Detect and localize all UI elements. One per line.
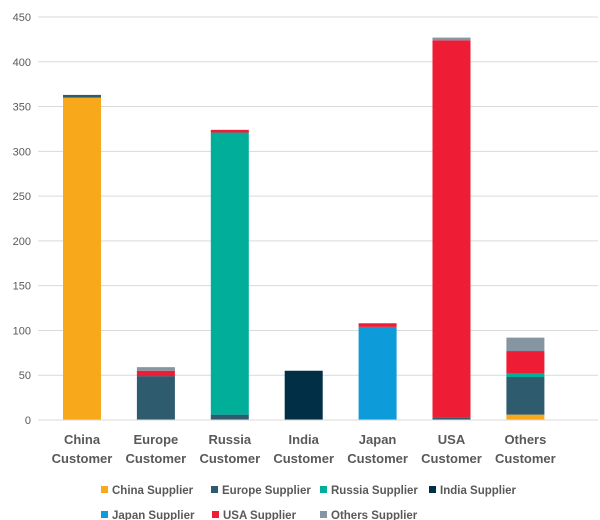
y-tick-label: 50 (19, 370, 31, 382)
x-tick-label: Customer (495, 451, 556, 466)
legend-label: Japan Supplier (112, 510, 195, 520)
bar-segment (506, 351, 545, 374)
bar-segment (358, 326, 397, 420)
y-tick-label: 400 (13, 57, 31, 69)
legend-label: India Supplier (440, 485, 517, 497)
legend-item: India Supplier (429, 485, 517, 497)
legend-label: China Supplier (112, 485, 194, 497)
bar-segment (506, 373, 545, 378)
bar-segment (136, 370, 175, 377)
legend-item: Europe Supplier (211, 485, 311, 497)
y-tick-label: 250 (13, 191, 31, 203)
y-tick-label: 300 (13, 146, 31, 158)
bar-segment (63, 97, 101, 420)
y-tick-label: 200 (13, 236, 31, 248)
legend-label: Europe Supplier (222, 485, 311, 497)
bar-segment (284, 370, 323, 420)
x-tick-label: Customer (347, 451, 408, 466)
legend-swatch (101, 511, 108, 518)
y-tick-label: 150 (13, 281, 31, 293)
legend-label: Others Supplier (331, 510, 418, 520)
x-tick-label: Customer (421, 451, 482, 466)
legend-item: Others Supplier (320, 510, 418, 520)
x-tick-label: India (289, 432, 320, 447)
bar-segment (432, 37, 471, 41)
y-tick-label: 350 (13, 102, 31, 114)
x-tick-label: Customer (199, 451, 260, 466)
y-tick-label: 100 (13, 325, 31, 337)
legend-swatch (101, 486, 108, 493)
bar-segment (210, 132, 249, 415)
legend-item: USA Supplier (212, 510, 297, 520)
x-tick-label: Customer (273, 451, 334, 466)
bar-segment (136, 367, 175, 371)
legend-swatch (320, 511, 327, 518)
x-tick-label: Others (504, 432, 546, 447)
y-tick-label: 0 (25, 415, 31, 427)
bar-segment (432, 417, 471, 420)
y-tick-label: 450 (13, 12, 31, 24)
legend-label: Russia Supplier (331, 485, 418, 497)
legend-swatch (320, 486, 327, 493)
legend-item: China Supplier (101, 485, 194, 497)
legend-swatch (212, 511, 219, 518)
x-tick-label: USA (438, 432, 466, 447)
x-axis: China Customer Europe Customer Russia Custome… (52, 432, 556, 466)
legend-swatch (211, 486, 218, 493)
x-tick-label: Russia (208, 432, 251, 447)
y-axis: 0 50 100 150 200 250 300 350 400 450 (13, 12, 31, 427)
x-tick-label: Europe (134, 432, 179, 447)
legend: China Supplier Europe Supplier Russia Supp… (101, 485, 517, 520)
legend-item: Japan Supplier (101, 510, 195, 520)
x-tick-label: China (64, 432, 101, 447)
bar-segment (63, 94, 101, 98)
bar-segment (432, 40, 471, 418)
bar-segment (210, 129, 249, 133)
bar-segment (506, 414, 545, 420)
x-tick-label: Customer (52, 451, 113, 466)
bar-segment (506, 377, 545, 415)
x-tick-label: Japan (359, 432, 397, 447)
legend-label: USA Supplier (223, 510, 297, 520)
legend-swatch (429, 486, 436, 493)
bar-segment (136, 376, 175, 420)
bar-segment (506, 337, 545, 352)
legend-item: Russia Supplier (320, 485, 418, 497)
gridlines (38, 16, 598, 376)
bars (63, 37, 545, 420)
bar-segment (358, 323, 397, 327)
x-tick-label: Customer (126, 451, 187, 466)
bar-segment (210, 414, 249, 420)
